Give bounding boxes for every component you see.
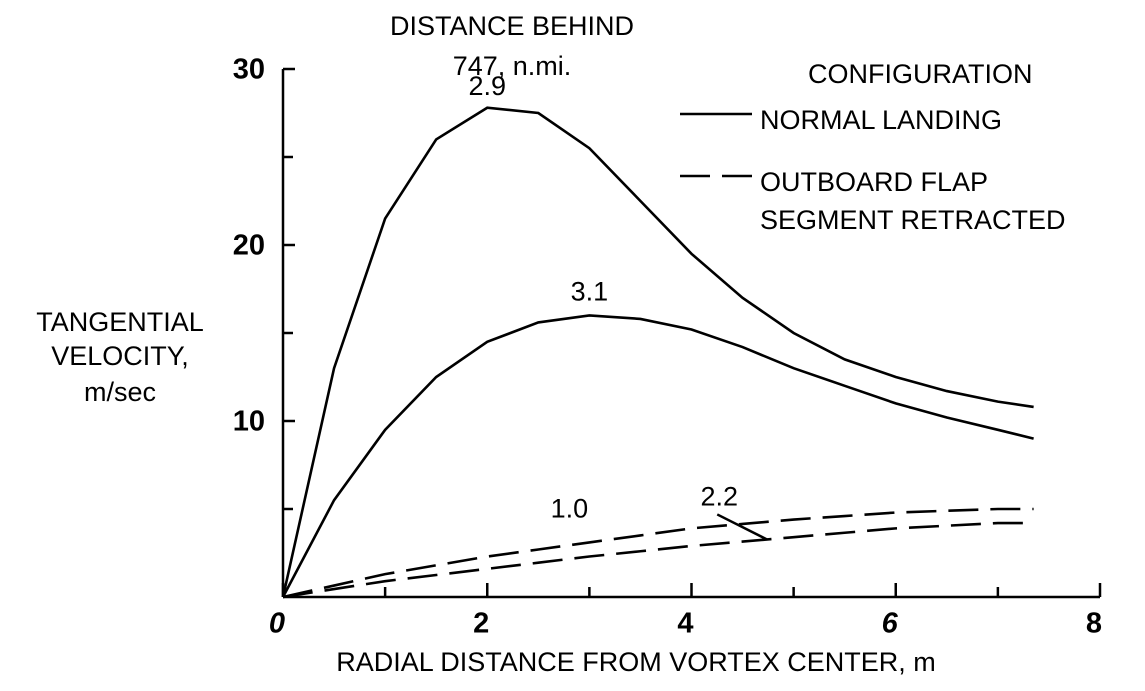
legend-title: CONFIGURATION (808, 59, 1033, 89)
y-tick-label: 10 (233, 406, 265, 438)
line-series (282, 521, 1034, 599)
y-axis-label: m/sec (84, 377, 156, 407)
line-series (281, 106, 1034, 598)
y-tick-label: 30 (233, 54, 265, 86)
line-series (281, 314, 1034, 598)
y-axis-label: VELOCITY, (51, 341, 189, 371)
x-tick-label: 4 (677, 608, 693, 640)
series-label: 1.0 (551, 494, 589, 524)
chart-title: DISTANCE BEHIND (390, 11, 634, 41)
series-label: 2.2 (700, 482, 738, 512)
x-axis-label: RADIAL DISTANCE FROM VORTEX CENTER, m (336, 647, 936, 677)
series-label: 2.9 (468, 71, 506, 101)
line-series (282, 507, 1034, 599)
y-axis-label: TANGENTIAL (36, 307, 204, 337)
series-label: 3.1 (571, 277, 609, 307)
x-tick-label: 2 (473, 608, 489, 640)
legend-label: OUTBOARD FLAP (760, 167, 988, 197)
legend-label: SEGMENT RETRACTED (760, 205, 1066, 235)
legend-label: NORMAL LANDING (760, 105, 1002, 135)
x-tick-label: 8 (1086, 608, 1102, 640)
x-tick-label: 0 (269, 608, 285, 640)
chart-title: 747, n.mi. (453, 51, 572, 81)
y-tick-label: 20 (233, 230, 265, 262)
leader-line (716, 513, 768, 541)
x-tick-label: 6 (882, 608, 899, 640)
